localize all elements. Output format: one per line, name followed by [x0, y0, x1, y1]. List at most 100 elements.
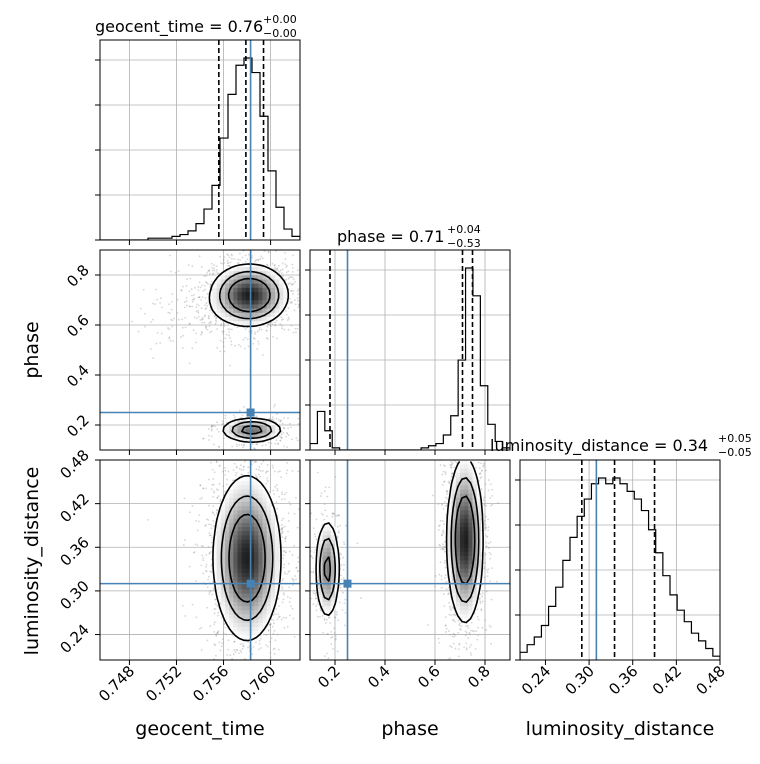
density-cell	[238, 288, 242, 292]
sample-point	[272, 336, 274, 338]
sample-point	[240, 346, 242, 348]
sample-point	[455, 679, 457, 681]
sample-point	[207, 579, 209, 581]
sample-point	[211, 571, 213, 573]
sample-point	[224, 491, 226, 493]
density-cell	[258, 518, 262, 522]
sample-point	[287, 671, 289, 673]
density-cell	[271, 598, 275, 602]
sample-point	[156, 343, 158, 345]
sample-point	[273, 648, 275, 650]
sample-point	[210, 322, 212, 324]
sample-point	[306, 302, 308, 304]
density-cell	[242, 304, 246, 308]
density-cell	[217, 283, 221, 287]
sample-point	[484, 562, 486, 564]
density-cell	[246, 548, 250, 552]
sample-point	[198, 296, 200, 298]
sample-point	[322, 632, 324, 634]
density-cell	[242, 564, 246, 568]
sample-point	[292, 470, 294, 472]
density-cell	[242, 631, 246, 635]
sample-point	[183, 544, 185, 546]
density-cell	[238, 610, 242, 614]
sample-point	[313, 527, 315, 529]
sample-point	[231, 258, 233, 260]
sample-point	[282, 432, 284, 434]
sample-point	[221, 330, 223, 332]
sample-point	[188, 264, 190, 266]
sample-point	[270, 657, 272, 659]
density-cell	[229, 279, 233, 283]
density-cell	[267, 560, 271, 564]
sample-point	[140, 308, 142, 310]
density-cell	[267, 502, 271, 506]
sample-point	[182, 327, 184, 329]
density-cell	[233, 598, 237, 602]
sample-point	[484, 576, 486, 578]
sample-point	[234, 416, 236, 418]
sample-point	[238, 344, 240, 346]
sample-point	[261, 329, 263, 331]
sample-point	[202, 557, 204, 559]
density-cell	[242, 573, 246, 577]
sample-point	[191, 288, 193, 290]
sample-point	[254, 333, 256, 335]
sample-point	[210, 524, 212, 526]
density-cell	[225, 573, 229, 577]
sample-point	[242, 339, 244, 341]
sample-point	[195, 306, 197, 308]
sample-point	[278, 496, 280, 498]
sample-point	[243, 444, 245, 446]
sample-point	[291, 301, 293, 303]
sample-point	[216, 512, 218, 514]
sample-point	[444, 481, 446, 483]
density-cell	[263, 531, 267, 535]
density-cell	[254, 485, 258, 489]
sample-point	[283, 599, 285, 601]
sample-point	[286, 462, 288, 464]
sample-point	[273, 614, 275, 616]
sample-point	[280, 440, 282, 442]
sample-point	[267, 464, 269, 466]
density-cell	[263, 498, 267, 502]
y-tick-label: 0.2	[63, 411, 93, 441]
density-cell	[238, 523, 242, 527]
sample-point	[202, 488, 204, 490]
density-cell	[225, 531, 229, 535]
density-cell	[233, 300, 237, 304]
y-tick-label: 0.48	[56, 446, 92, 482]
sample-point	[213, 272, 215, 274]
sample-point	[260, 470, 262, 472]
sample-point	[236, 649, 238, 651]
sample-point	[314, 586, 316, 588]
sample-point	[281, 524, 283, 526]
sample-point	[241, 444, 243, 446]
sample-point	[243, 469, 245, 471]
sample-point	[171, 326, 173, 328]
density-cell	[275, 543, 279, 547]
sample-point	[169, 255, 171, 257]
sample-point	[280, 476, 282, 478]
density-cell	[242, 485, 246, 489]
sample-point	[226, 633, 228, 635]
sample-point	[206, 607, 208, 609]
sample-point	[292, 290, 294, 292]
sample-point	[208, 322, 210, 324]
sample-point	[272, 626, 274, 628]
sample-point	[283, 564, 285, 566]
sample-point	[239, 468, 241, 470]
sample-point	[272, 467, 274, 469]
density-cell	[229, 598, 233, 602]
density-cell	[238, 275, 242, 279]
density-cell	[242, 543, 246, 547]
sample-point	[221, 645, 223, 647]
sample-point	[285, 552, 287, 554]
density-cell	[246, 606, 250, 610]
sample-point	[214, 613, 216, 615]
density-cell	[246, 485, 250, 489]
sample-point	[220, 340, 222, 342]
density-cell	[221, 598, 225, 602]
sample-point	[287, 427, 289, 429]
sample-point	[302, 661, 304, 663]
